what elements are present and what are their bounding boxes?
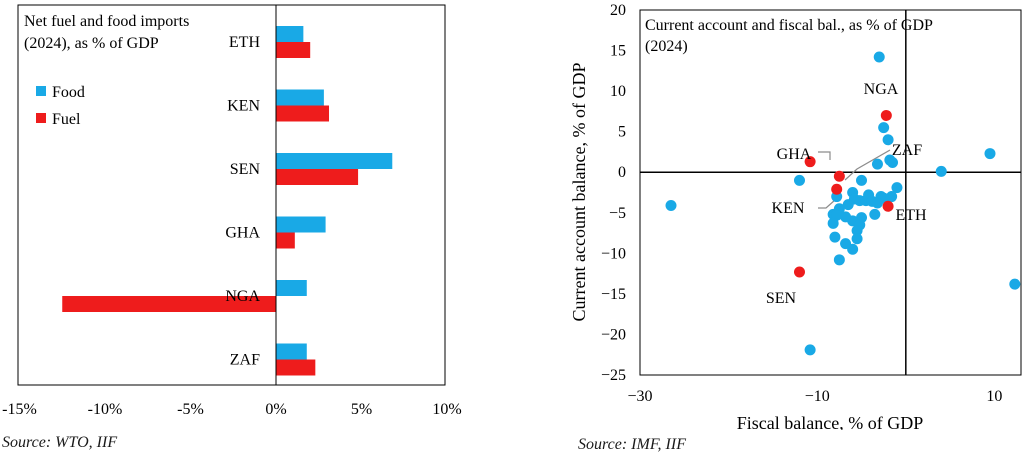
bar-fuel-gha bbox=[276, 232, 295, 249]
source-right: Source: IMF, IIF bbox=[578, 436, 686, 453]
scatter-annotation-nga: NGA bbox=[864, 81, 899, 98]
scatter-y-tick-label: −20 bbox=[601, 326, 626, 343]
scatter-points bbox=[665, 51, 1021, 356]
scatter-annotation-eth: ETH bbox=[895, 207, 927, 224]
scatter-annotation-sen: SEN bbox=[766, 290, 797, 307]
scatter-y-tick-label: 20 bbox=[610, 2, 626, 19]
scatter-annotation-gha: GHA bbox=[777, 146, 812, 163]
bar-food-eth bbox=[276, 26, 304, 42]
scatter-point bbox=[871, 158, 883, 170]
scatter-y-axis-label: Current account balance, % of GDP bbox=[570, 63, 589, 322]
legend-fuel-swatch bbox=[36, 113, 46, 123]
scatter-point bbox=[984, 148, 996, 160]
scatter-y-tick-label: −5 bbox=[609, 205, 626, 222]
bar-category-label: NGA bbox=[225, 288, 260, 305]
bar-category-label: SEN bbox=[230, 161, 261, 178]
scatter-point bbox=[887, 156, 899, 168]
scatter-y-tick-label: 15 bbox=[610, 43, 626, 60]
annotation-leader-line bbox=[818, 151, 831, 160]
scatter-annotations: NGA GHA ZAF KEN ETH SEN bbox=[766, 81, 927, 307]
bar-x-tick-label: 5% bbox=[351, 401, 372, 418]
scatter-point bbox=[847, 243, 859, 255]
scatter-point-highlighted bbox=[793, 266, 805, 278]
bar-category-label: GHA bbox=[225, 225, 260, 242]
scatter-y-tick-label: 5 bbox=[618, 124, 626, 141]
bar-layer bbox=[62, 26, 393, 376]
bar-x-tick-label: 10% bbox=[432, 401, 461, 418]
bar-x-tick-label: -15% bbox=[2, 401, 37, 418]
scatter-x-axis-label: Fiscal balance, % of GDP bbox=[737, 413, 923, 430]
bar-food-ken bbox=[276, 89, 324, 106]
scatter-annotation-zaf: ZAF bbox=[892, 142, 922, 159]
scatter-point bbox=[869, 208, 881, 220]
scatter-chart-frame bbox=[639, 9, 1022, 376]
bar-x-tick-labels: -15% -10% -5% 0% 5% 10% bbox=[2, 401, 461, 418]
bar-fuel-sen bbox=[276, 169, 359, 185]
scatter-point-highlighted bbox=[880, 109, 892, 121]
legend-food-swatch bbox=[36, 86, 46, 96]
scatter-point-highlighted bbox=[833, 170, 845, 182]
scatter-point bbox=[793, 174, 805, 186]
annotation-leader-line bbox=[844, 149, 891, 181]
bar-category-label: ZAF bbox=[230, 352, 260, 369]
scatter-point bbox=[891, 182, 903, 194]
scatter-point-highlighted bbox=[831, 183, 843, 195]
scatter-point bbox=[873, 51, 885, 63]
bar-chart-frame bbox=[17, 4, 446, 386]
bar-fuel-eth bbox=[276, 42, 311, 58]
scatter-y-tick-label: 0 bbox=[618, 164, 626, 181]
scatter-point bbox=[935, 165, 947, 177]
scatter-point bbox=[871, 197, 883, 209]
bar-chart-title-line-2: (2024), as % of GDP bbox=[24, 35, 159, 52]
scatter-chart-title-line-1: Current account and fiscal bal., as % of… bbox=[645, 17, 933, 34]
scatter-x-tick-label: −10 bbox=[805, 388, 830, 405]
scatter-point-highlighted bbox=[804, 156, 816, 168]
bar-category-label: KEN bbox=[227, 98, 260, 115]
scatter-x-tick-label: 10 bbox=[986, 388, 1002, 405]
scatter-axes bbox=[640, 10, 1021, 375]
scatter-point bbox=[1009, 278, 1021, 290]
scatter-point bbox=[856, 174, 868, 186]
bar-x-tick-label: -10% bbox=[88, 401, 123, 418]
scatter-point bbox=[842, 199, 854, 211]
scatter-y-tick-label: −10 bbox=[601, 245, 626, 262]
scatter-y-tick-label: 10 bbox=[610, 83, 626, 100]
scatter-point bbox=[827, 217, 839, 229]
scatter-point bbox=[840, 211, 852, 223]
legend-fuel-label: Fuel bbox=[52, 111, 81, 128]
scatter-y-tick-label: −15 bbox=[601, 286, 626, 303]
bar-chart: Net fuel and food imports (2024), as % o… bbox=[2, 4, 462, 418]
bar-food-zaf bbox=[276, 343, 307, 360]
scatter-y-tick-label: −25 bbox=[601, 367, 626, 384]
scatter-point bbox=[833, 254, 845, 266]
bar-fuel-nga bbox=[62, 296, 276, 312]
bar-x-tick-label: 0% bbox=[265, 401, 286, 418]
scatter-chart: Current account and fiscal bal., as % of… bbox=[570, 2, 1022, 430]
annotation-leader-line bbox=[818, 199, 836, 209]
scatter-point bbox=[878, 122, 890, 134]
scatter-point bbox=[804, 344, 816, 356]
scatter-point bbox=[851, 233, 863, 245]
scatter-annotation-ken: KEN bbox=[772, 200, 805, 217]
scatter-point bbox=[882, 134, 894, 146]
bar-food-gha bbox=[276, 216, 326, 233]
bar-food-nga bbox=[276, 280, 307, 296]
scatter-x-tick-label: −30 bbox=[627, 388, 652, 405]
scatter-point-highlighted bbox=[882, 200, 894, 212]
bar-chart-title-line-1: Net fuel and food imports bbox=[24, 13, 189, 30]
bar-category-label: ETH bbox=[229, 34, 261, 51]
legend-food-label: Food bbox=[52, 84, 85, 101]
scatter-point bbox=[829, 231, 841, 243]
bar-x-tick-label: -5% bbox=[177, 401, 204, 418]
scatter-tick-labels: 20 15 10 5 0 −5 −10 −15 −20 −25−30 −10 10 bbox=[601, 2, 1002, 405]
bar-food-sen bbox=[276, 153, 393, 169]
scatter-point bbox=[665, 199, 677, 211]
scatter-point bbox=[851, 225, 863, 237]
bar-fuel-ken bbox=[276, 105, 330, 122]
source-left: Source: WTO, IIF bbox=[2, 434, 118, 451]
annotation-leader-lines bbox=[818, 149, 891, 209]
bar-fuel-zaf bbox=[276, 359, 316, 376]
scatter-chart-title-line-2: (2024) bbox=[645, 38, 688, 55]
